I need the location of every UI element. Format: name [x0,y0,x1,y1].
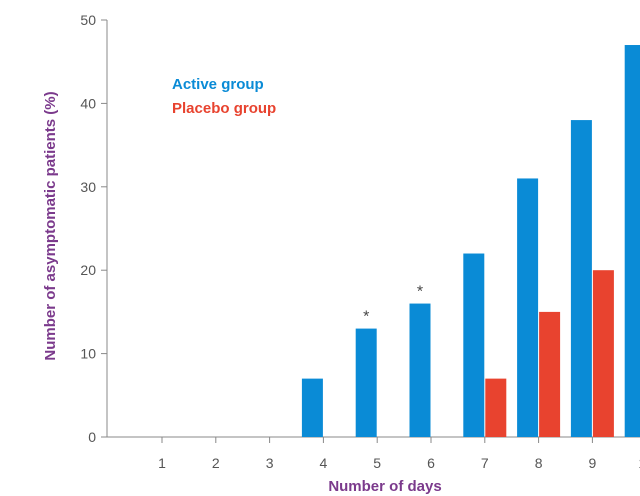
legend-item-active: Active group [172,76,264,93]
y-tick-label: 30 [80,179,96,195]
x-tick-label: 3 [266,455,274,471]
annotations: ** [363,284,423,326]
bar-active-day-8 [517,178,539,437]
x-tick-label: 5 [373,455,381,471]
x-tick-label: 10 [638,455,640,471]
significance-asterisk: * [363,309,369,326]
bar-active-day-9 [570,120,592,437]
y-tick-label: 50 [80,12,96,28]
x-tick-label: 2 [212,455,220,471]
y-axis: 0 10 20 30 40 50 [80,12,108,445]
bar-active-day-10 [624,45,640,438]
y-tick-label: 0 [88,429,96,445]
bar-placebo-day-8 [539,311,561,437]
legend: Active group Placebo group [172,76,276,117]
bars [301,45,640,438]
x-tick-label: 7 [481,455,489,471]
significance-asterisk: * [417,284,423,301]
bar-placebo-day-7 [485,378,507,437]
bar-active-day-4 [301,378,323,437]
x-tick-label: 9 [589,455,597,471]
x-axis-title: Number of days [328,478,441,495]
x-tick-label: 6 [427,455,435,471]
legend-item-placebo: Placebo group [172,100,276,117]
y-axis-title: Number of asymptomatic patients (%) [42,91,59,360]
bar-active-day-5 [355,328,377,437]
y-tick-label: 40 [80,95,96,111]
y-tick-label: 20 [80,262,96,278]
x-tick-label: 8 [535,455,543,471]
x-tick-label: 1 [158,455,166,471]
bar-active-day-6 [409,303,431,437]
x-tick-label: 4 [320,455,328,471]
x-axis: 1 2 3 4 5 6 7 8 9 10 [107,436,640,471]
bar-placebo-day-9 [592,270,614,437]
bar-active-day-7 [463,253,485,437]
y-tick-label: 10 [80,346,96,362]
